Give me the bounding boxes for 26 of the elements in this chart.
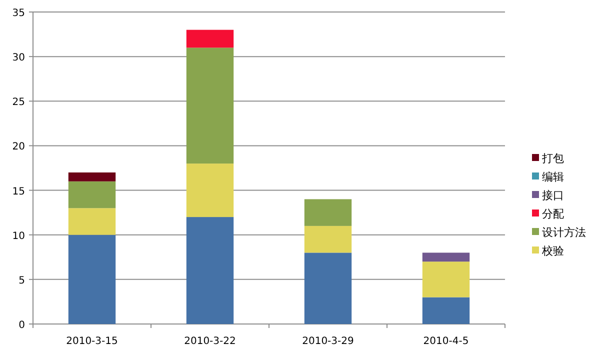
x-tick-label: 2010-4-5 xyxy=(423,336,469,347)
x-tick-label: 2010-3-29 xyxy=(302,336,354,347)
y-tick-label: 35 xyxy=(12,8,25,19)
y-tick-label: 20 xyxy=(12,142,25,153)
y-tick-label: 0 xyxy=(18,320,25,331)
x-tick-label: 2010-3-15 xyxy=(66,336,118,347)
legend-label: 打包 xyxy=(541,152,564,165)
bar xyxy=(304,226,352,253)
legend-label: 设计方法 xyxy=(542,226,586,239)
x-tick-label: 2010-3-22 xyxy=(184,336,236,347)
bar xyxy=(186,217,234,324)
y-tick-label: 25 xyxy=(12,97,25,108)
y-tick-label: 10 xyxy=(12,230,25,242)
y-tick-label: 5 xyxy=(18,275,25,286)
bar xyxy=(304,252,352,324)
legend-label: 分配 xyxy=(542,208,564,220)
bar xyxy=(422,297,470,324)
bar xyxy=(186,164,234,218)
bar xyxy=(68,234,116,324)
legend-label: 校验 xyxy=(541,244,564,258)
bar xyxy=(304,199,352,226)
legend-label: 接口 xyxy=(542,189,564,202)
legend-label: 编辑 xyxy=(542,170,564,184)
bar xyxy=(68,208,116,235)
y-tick-label: 15 xyxy=(12,186,25,198)
y-tick-label: 30 xyxy=(12,52,25,64)
